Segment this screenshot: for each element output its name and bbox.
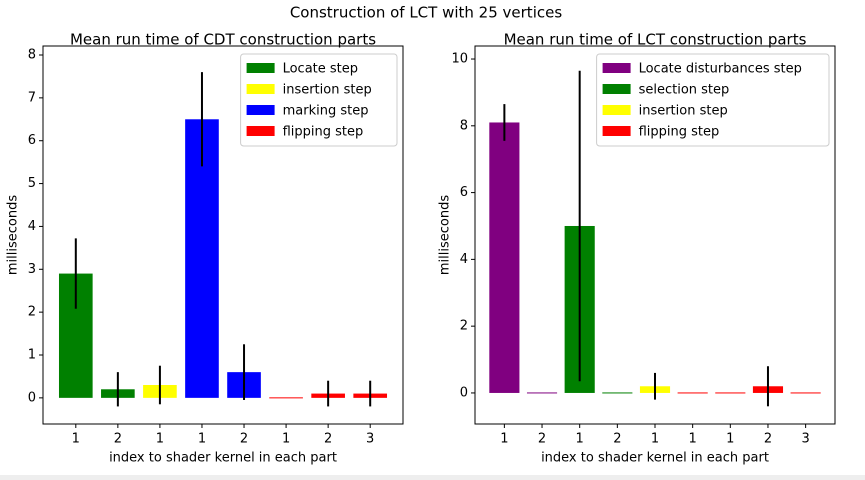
legend-label: Locate step (283, 62, 358, 77)
x-tick-label: 2 (613, 432, 621, 447)
bar (602, 392, 633, 394)
x-tick-label: 3 (801, 432, 809, 447)
x-tick-label: 1 (156, 432, 164, 447)
y-tick-label: 0 (460, 385, 468, 400)
y-tick-label: 7 (28, 90, 36, 105)
y-tick-label: 8 (28, 48, 36, 63)
y-tick-label: 0 (28, 390, 36, 405)
subplot-title: Mean run time of LCT construction parts (504, 31, 807, 49)
plot-frame (474, 45, 836, 425)
y-tick-label: 6 (28, 133, 36, 148)
x-tick-label: 1 (500, 432, 508, 447)
y-tick-label: 4 (460, 252, 468, 267)
x-tick-label: 2 (240, 432, 248, 447)
x-tick-label: 1 (689, 432, 697, 447)
legend-swatch (246, 63, 275, 73)
legend-swatch (602, 63, 631, 73)
y-axis-label: milliseconds (6, 195, 21, 275)
bar (269, 397, 303, 399)
y-tick-label: 10 (451, 52, 468, 67)
legend-swatch (602, 84, 631, 94)
x-tick-label: 1 (198, 432, 206, 447)
figure-title: Construction of LCT with 25 vertices (290, 4, 563, 22)
legend-swatch (246, 105, 275, 115)
legend-label: flipping step (283, 125, 364, 140)
toolbar (0, 475, 865, 480)
y-tick-label: 3 (28, 262, 36, 277)
bar (715, 392, 746, 394)
x-tick-label: 2 (114, 432, 122, 447)
x-tick-label: 1 (72, 432, 80, 447)
x-axis-label: index to shader kernel in each part (541, 451, 769, 466)
legend-swatch (246, 84, 275, 94)
plot-frame (42, 45, 404, 425)
y-tick-label: 6 (460, 185, 468, 200)
bar (526, 392, 558, 394)
y-tick-label: 2 (460, 319, 468, 334)
y-tick-label: 4 (28, 219, 36, 234)
y-tick-label: 2 (28, 305, 36, 320)
legend-label: Locate disturbances step (639, 62, 802, 77)
x-tick-label: 1 (282, 432, 290, 447)
y-tick-label: 5 (28, 176, 36, 191)
bar (677, 392, 708, 394)
x-tick-label: 2 (538, 432, 546, 447)
x-tick-label: 3 (366, 432, 374, 447)
x-tick-label: 1 (726, 432, 734, 447)
legend-swatch (602, 105, 631, 115)
legend-label: insertion step (283, 83, 372, 98)
legend-swatch (246, 126, 275, 136)
x-tick-label: 2 (764, 432, 772, 447)
x-tick-label: 1 (651, 432, 659, 447)
subplot-title: Mean run time of CDT construction parts (70, 31, 376, 49)
x-tick-label: 1 (576, 432, 584, 447)
y-axis-label: milliseconds (438, 195, 453, 275)
legend-label: flipping step (639, 125, 720, 140)
legend-label: insertion step (639, 104, 728, 119)
legend-label: selection step (639, 83, 730, 98)
bar (790, 392, 821, 394)
legend-box (240, 53, 398, 147)
x-tick-label: 2 (324, 432, 332, 447)
legend-swatch (602, 126, 631, 136)
x-axis-label: index to shader kernel in each part (109, 451, 337, 466)
legend-label: marking step (283, 104, 369, 119)
y-tick-label: 1 (28, 348, 36, 363)
y-tick-label: 8 (460, 118, 468, 133)
bar (489, 122, 520, 393)
legend-box (596, 53, 830, 147)
